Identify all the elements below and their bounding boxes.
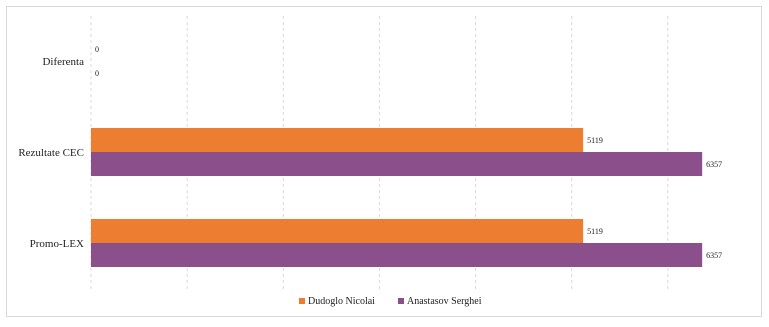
legend-swatch-dudoglo-nicolai [299, 298, 305, 304]
data-label-dudoglo-nicolai-rezultate-cec: 5119 [587, 136, 603, 145]
legend-label-anastasov-serghei: Anastasov Serghei [407, 296, 482, 307]
legend: Dudoglo Nicolai Anastasov Serghei [299, 296, 482, 307]
data-label-anastasov-serghei-diferenta: 0 [95, 69, 99, 78]
category-label-rezultate-cec: Rezultate CEC [18, 147, 84, 159]
legend-label-dudoglo-nicolai: Dudoglo Nicolai [308, 296, 375, 307]
bar-dudoglo-nicolai-rezultate-cec [91, 128, 584, 152]
bar-dudoglo-nicolai-promo-lex [91, 219, 584, 243]
category-label-diferenta: Diferenta [42, 56, 84, 68]
bars [91, 128, 703, 267]
data-labels: 0 0 5119 6357 5119 6357 [95, 45, 722, 260]
legend-swatch-anastasov-serghei [398, 298, 404, 304]
data-label-anastasov-serghei-rezultate-cec: 6357 [706, 160, 722, 169]
bar-anastasov-serghei-promo-lex [91, 243, 703, 267]
bar-anastasov-serghei-rezultate-cec [91, 152, 703, 176]
data-label-dudoglo-nicolai-diferenta: 0 [95, 45, 99, 54]
category-labels: Diferenta Rezultate CEC Promo-LEX [18, 56, 84, 250]
category-label-promo-lex: Promo-LEX [30, 238, 84, 250]
data-label-dudoglo-nicolai-promo-lex: 5119 [587, 227, 603, 236]
data-label-anastasov-serghei-promo-lex: 6357 [706, 251, 722, 260]
